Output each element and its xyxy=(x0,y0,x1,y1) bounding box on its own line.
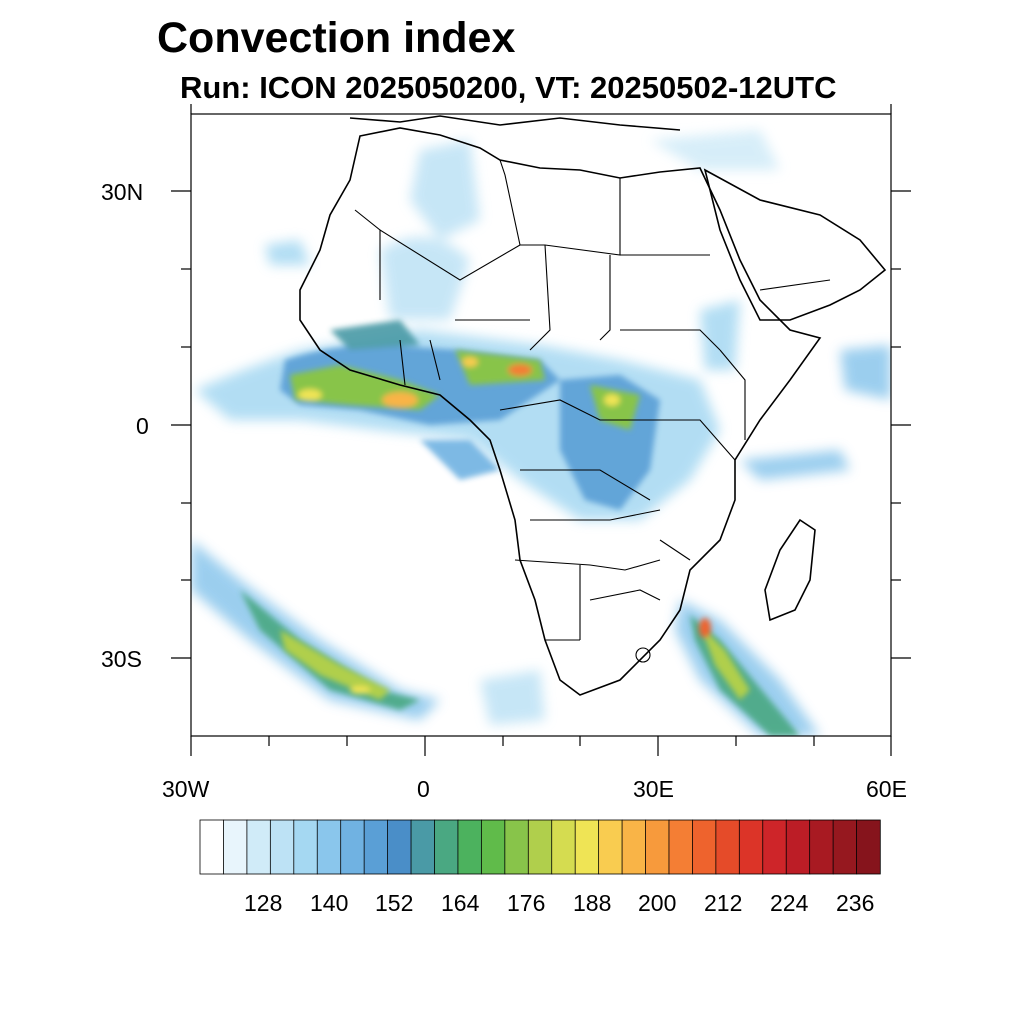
colorbar-label: 176 xyxy=(507,890,546,916)
colorbar-swatch xyxy=(434,819,459,875)
colorbar-swatch xyxy=(199,819,225,875)
colorbar-label: 200 xyxy=(638,890,677,916)
lat-label-0: 0 xyxy=(136,413,149,439)
colorbar-swatch xyxy=(269,819,295,875)
colorbar-swatch xyxy=(246,819,272,875)
lon-label-30e: 30E xyxy=(633,776,674,802)
colorbar-swatch xyxy=(668,819,694,875)
country-borders xyxy=(354,159,831,663)
colorbar-label: 152 xyxy=(375,890,414,916)
colorbar-swatch xyxy=(809,819,834,875)
convection-field xyxy=(191,130,891,736)
colorbar-swatch xyxy=(598,819,623,875)
lat-label-30n: 30N xyxy=(101,179,144,205)
colorbar-label: 224 xyxy=(770,890,809,916)
colorbar-swatch xyxy=(387,819,412,875)
map-title: Convection index xyxy=(157,14,516,62)
axis-ticks xyxy=(171,104,911,756)
colorbar-label: 236 xyxy=(836,890,875,916)
colorbar-swatch xyxy=(316,819,342,875)
colorbar-swatch xyxy=(457,819,483,875)
colorbar-swatch xyxy=(574,819,600,875)
colorbar-swatch xyxy=(785,819,811,875)
lon-label-60e: 60E xyxy=(866,776,907,802)
colorbar-swatch xyxy=(480,819,506,875)
colorbar-swatch xyxy=(363,819,389,875)
colorbar-label: 212 xyxy=(704,890,743,916)
colorbar-swatch xyxy=(527,819,553,875)
colorbar-swatch xyxy=(715,819,741,875)
colorbar-label: 164 xyxy=(441,890,480,916)
lat-label-30s: 30S xyxy=(101,646,142,672)
colorbar-swatch xyxy=(832,819,858,875)
colorbar-swatch xyxy=(621,819,647,875)
colorbar-swatch xyxy=(223,819,248,875)
lon-label-30w: 30W xyxy=(162,776,210,802)
colorbar-swatch xyxy=(645,819,670,875)
colorbar-label: 128 xyxy=(244,890,283,916)
colorbar-swatch xyxy=(856,819,881,875)
colorbar-swatch xyxy=(293,819,318,875)
lon-label-0: 0 xyxy=(417,776,430,802)
colorbar xyxy=(199,819,881,875)
colorbar-swatch xyxy=(738,819,764,875)
colorbar-swatch xyxy=(340,819,365,875)
colorbar-label: 140 xyxy=(310,890,349,916)
colorbar-swatch xyxy=(504,819,529,875)
colorbar-swatch xyxy=(692,819,717,875)
colorbar-swatch xyxy=(762,819,787,875)
map-subtitle: Run: ICON 2025050200, VT: 20250502-12UTC xyxy=(180,70,837,105)
colorbar-swatch xyxy=(551,819,576,875)
colorbar-swatch xyxy=(410,819,436,875)
colorbar-label: 188 xyxy=(573,890,612,916)
